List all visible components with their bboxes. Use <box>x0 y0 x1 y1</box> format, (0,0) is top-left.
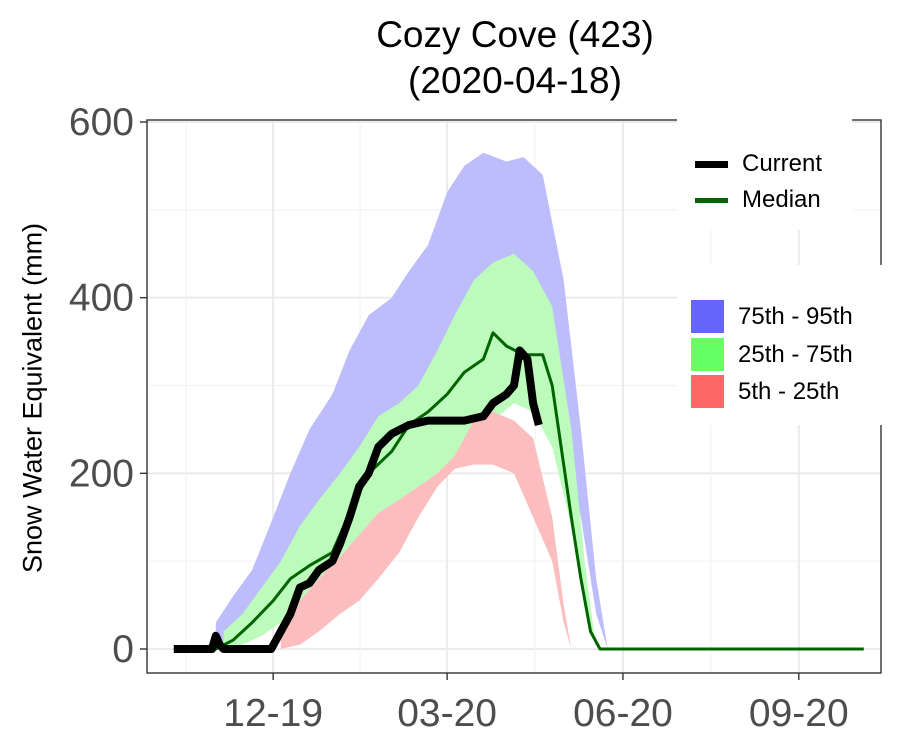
y-tick-label: 200 <box>69 452 134 495</box>
x-tick-label: 06-20 <box>573 692 673 735</box>
legend-label-5-25: 5th - 25th <box>738 377 840 405</box>
series-line-current <box>173 346 543 653</box>
series-line-median <box>173 331 864 651</box>
legend-swatch-75-95 <box>691 300 724 333</box>
y-tick-label: 600 <box>69 101 134 144</box>
legend-label-median: Median <box>742 186 821 213</box>
legend-item-25-75: 25th - 75th <box>691 338 853 371</box>
legend-swatch-median <box>695 197 728 203</box>
line-legend: Current Median <box>677 115 852 230</box>
y-axis-label: Snow Water Equivalent (mm) <box>17 222 48 574</box>
band-legend: 75th - 95th 25th - 75th 5th - 25th <box>677 265 887 425</box>
chart-subtitle: (2020-04-18) <box>408 60 622 101</box>
y-tick-label: 0 <box>112 628 134 671</box>
band-5th-25th <box>280 411 572 649</box>
band-25th-75th <box>223 253 597 650</box>
x-tick-label: 12-19 <box>223 692 323 735</box>
legend-label-current: Current <box>742 150 823 177</box>
legend-item-current: Current <box>695 150 822 178</box>
legend-label-25-75: 25th - 75th <box>738 340 853 368</box>
legend-label-75-95: 75th - 95th <box>738 302 853 330</box>
x-tick-label: 03-20 <box>397 692 497 735</box>
legend-swatch-25-75 <box>691 338 724 371</box>
legend-item-5-25: 5th - 25th <box>691 375 839 408</box>
legend-swatch-5-25 <box>691 375 724 408</box>
chart-title: Cozy Cove (423) <box>376 14 654 55</box>
series-lines <box>173 331 864 653</box>
legend-swatch-current <box>695 160 728 168</box>
axes: 0 200 400 600 12-19 03-20 06-20 09-20 <box>69 101 849 735</box>
legend-item-75-95: 75th - 95th <box>691 300 853 333</box>
y-tick-label: 400 <box>69 277 134 320</box>
percentile-bands <box>215 152 608 650</box>
legend-item-median: Median <box>695 186 821 214</box>
x-tick-label: 09-20 <box>749 692 849 735</box>
